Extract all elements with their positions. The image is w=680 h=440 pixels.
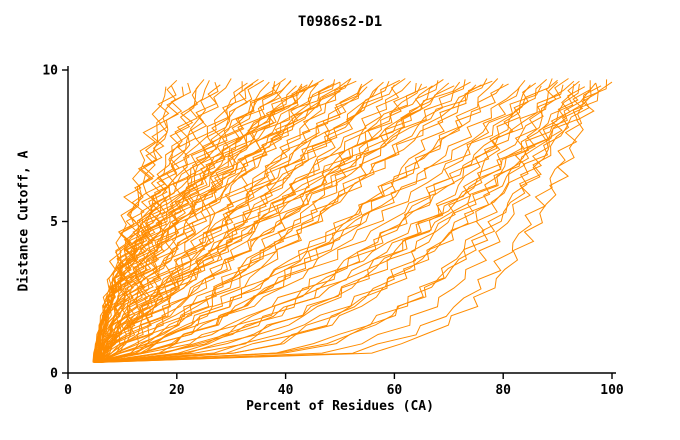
- model-curve: [98, 86, 520, 363]
- model-curve: [99, 81, 270, 363]
- model-curve: [96, 84, 531, 363]
- model-curve: [94, 79, 558, 363]
- x-tick-label: 100: [600, 383, 624, 398]
- model-curve: [100, 79, 401, 363]
- model-curve: [99, 78, 444, 363]
- model-curve: [98, 84, 308, 363]
- model-curve: [96, 78, 569, 363]
- model-curve: [96, 82, 600, 363]
- model-curve: [94, 84, 564, 363]
- model-curve: [98, 80, 493, 363]
- model-curve: [98, 80, 580, 363]
- model-curve: [93, 78, 352, 363]
- model-curve: [96, 86, 368, 363]
- model-curve: [95, 83, 575, 363]
- chart-title: T0986s2-D1: [297, 14, 383, 30]
- model-curve: [92, 82, 417, 363]
- model-curve: [98, 84, 482, 363]
- model-curve: [95, 78, 373, 363]
- model-curve: [97, 82, 281, 363]
- model-curve: [97, 86, 586, 363]
- model-curve: [93, 80, 591, 363]
- model-curve: [100, 85, 542, 363]
- y-tick-label: 10: [42, 64, 58, 79]
- model-curve: [94, 79, 526, 363]
- model-curve: [98, 79, 292, 363]
- model-curve: [98, 81, 558, 363]
- model-curve: [97, 86, 592, 363]
- model-curve: [101, 82, 597, 363]
- model-curve: [95, 79, 548, 363]
- y-tick-label: 0: [50, 367, 58, 382]
- model-curve: [95, 83, 509, 363]
- model-curve: [96, 83, 580, 363]
- model-curve: [95, 79, 466, 363]
- model-curve: [98, 86, 428, 363]
- x-tick-label: 40: [278, 383, 294, 398]
- x-tick-label: 80: [495, 383, 511, 398]
- model-curve: [94, 85, 303, 363]
- y-tick-label: 5: [50, 215, 58, 230]
- model-curve: [97, 82, 537, 363]
- model-curve: [95, 85, 602, 363]
- model-curve: [100, 81, 276, 363]
- model-curve: [99, 78, 324, 363]
- model-curve: [97, 78, 488, 363]
- model-curve: [95, 81, 461, 363]
- x-tick-label: 60: [387, 383, 403, 398]
- x-tick-label: 0: [64, 383, 72, 398]
- model-curve: [96, 81, 390, 363]
- model-curve: [94, 78, 553, 363]
- model-curve: [96, 82, 335, 363]
- model-curve: [96, 83, 319, 363]
- model-curve: [96, 84, 346, 363]
- x-tick-label: 20: [169, 383, 185, 398]
- model-curve: [101, 81, 471, 363]
- x-axis-label: Percent of Residues (CA): [246, 399, 434, 414]
